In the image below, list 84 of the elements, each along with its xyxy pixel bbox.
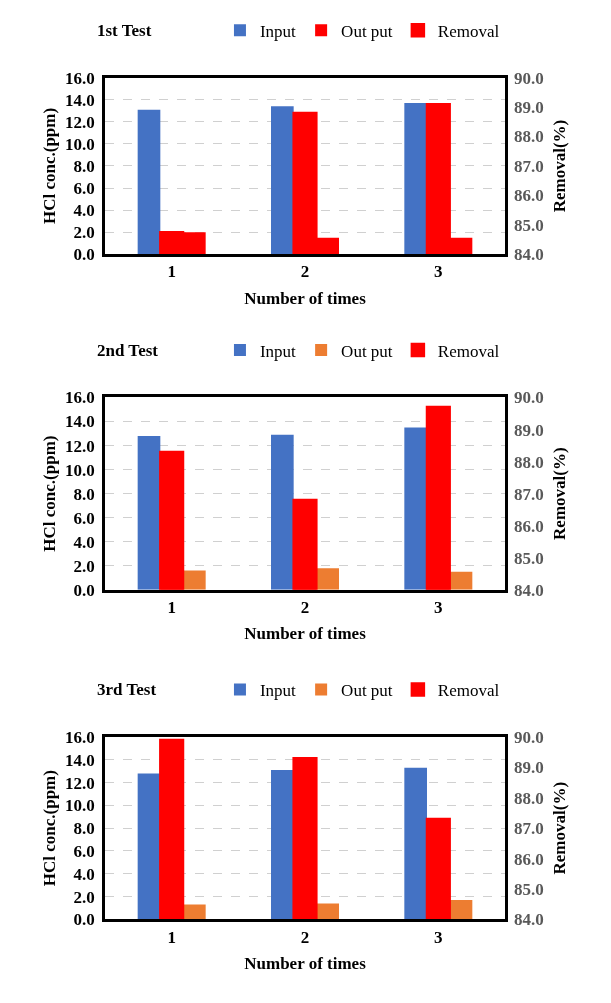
y2-tick-label: 84.0: [514, 245, 544, 265]
y2-tick-label: 89.0: [514, 98, 544, 118]
y-tick-label: 2.0: [73, 556, 95, 576]
y-tick-label: 4.0: [73, 532, 95, 552]
x-axis-title: Number of times: [244, 953, 367, 973]
y-tick-label: 0.0: [73, 245, 95, 265]
bar: [137, 109, 161, 255]
y-tick-label: 6.0: [73, 508, 95, 528]
bar: [183, 570, 206, 590]
y2-axis-title: Removal(%): [550, 447, 570, 540]
y2-tick-label: 90.0: [514, 388, 544, 408]
y-tick-label: 2.0: [73, 223, 95, 243]
legend-label: Removal: [437, 341, 500, 361]
x-tick-label: 2: [300, 262, 310, 282]
y-tick-label: 14.0: [65, 412, 95, 432]
y-tick-label: 16.0: [65, 727, 95, 747]
x-tick-label: 2: [300, 927, 310, 947]
x-tick-label: 3: [434, 262, 443, 282]
y2-tick-label: 85.0: [514, 879, 544, 899]
y2-tick-label: 84.0: [514, 910, 544, 930]
chart-title: 2nd Test: [97, 341, 159, 360]
x-tick-label: 3: [434, 927, 443, 947]
y2-tick-label: 89.0: [514, 420, 544, 440]
y2-tick-label: 90.0: [514, 68, 544, 88]
x-tick-label: 1: [167, 597, 176, 617]
y-tick-label: 12.0: [65, 436, 95, 456]
y-tick-label: 0.0: [73, 580, 95, 600]
x-tick-label: 1: [167, 927, 176, 947]
y-tick-label: 10.0: [65, 134, 95, 154]
y2-tick-label: 88.0: [514, 127, 544, 147]
y2-tick-label: 86.0: [514, 516, 544, 536]
y-tick-label: 10.0: [65, 796, 95, 816]
y-tick-label: 14.0: [65, 90, 95, 110]
legend-label: Out put: [341, 681, 393, 701]
y2-axis-title: Removal(%): [550, 781, 570, 875]
y2-tick-label: 90.0: [514, 727, 544, 747]
y2-axis-title: Removal(%): [550, 119, 570, 213]
y-tick-label: 8.0: [73, 156, 95, 176]
y-tick-label: 2.0: [73, 887, 95, 907]
y-tick-label: 0.0: [73, 910, 95, 930]
x-axis-title: Number of times: [244, 288, 367, 308]
legend-label: Removal: [437, 21, 500, 41]
y2-tick-label: 89.0: [514, 758, 544, 778]
x-tick-label: 3: [434, 597, 443, 617]
y-tick-label: 6.0: [73, 178, 95, 198]
y2-tick-label: 86.0: [514, 849, 544, 869]
legend-label: Out put: [341, 341, 393, 361]
y-tick-label: 16.0: [65, 388, 95, 408]
y2-tick-label: 86.0: [514, 186, 544, 206]
y2-tick-label: 87.0: [514, 819, 544, 839]
x-axis-title: Number of times: [244, 624, 367, 644]
y-axis-title: HCl conc.(ppm): [39, 435, 59, 552]
y2-tick-label: 88.0: [514, 788, 544, 808]
y-tick-label: 8.0: [73, 484, 95, 504]
y-axis-title: HCl conc.(ppm): [39, 770, 59, 887]
y-tick-label: 12.0: [65, 773, 95, 793]
y-axis-title: HCl conc.(ppm): [39, 107, 59, 225]
y-tick-label: 4.0: [73, 864, 95, 884]
bar: [449, 900, 473, 920]
legend-label: Input: [259, 341, 297, 361]
legend-label: Input: [259, 21, 297, 41]
y2-tick-label: 87.0: [514, 156, 544, 176]
legend-label: Removal: [437, 681, 500, 701]
y-tick-label: 6.0: [73, 841, 95, 861]
y-tick-label: 16.0: [65, 68, 95, 88]
x-tick-label: 2: [300, 597, 310, 617]
legend-label: Input: [259, 681, 297, 701]
y2-tick-label: 87.0: [514, 484, 544, 504]
chart-title: 1st Test: [97, 21, 152, 40]
y2-tick-label: 84.0: [514, 580, 544, 600]
chart-title: 3rd Test: [97, 680, 157, 699]
y2-tick-label: 85.0: [514, 215, 544, 235]
x-tick-label: 1: [167, 262, 176, 282]
y-tick-label: 4.0: [73, 201, 95, 221]
bar: [316, 568, 339, 590]
y-tick-label: 10.0: [65, 460, 95, 480]
y-tick-label: 8.0: [73, 819, 95, 839]
y-tick-label: 12.0: [65, 112, 95, 132]
y-tick-label: 14.0: [65, 750, 95, 770]
legend-label: Out put: [341, 21, 393, 41]
y2-tick-label: 88.0: [514, 452, 544, 472]
bar: [316, 903, 339, 920]
y2-tick-label: 85.0: [514, 548, 544, 568]
bar: [183, 904, 206, 920]
